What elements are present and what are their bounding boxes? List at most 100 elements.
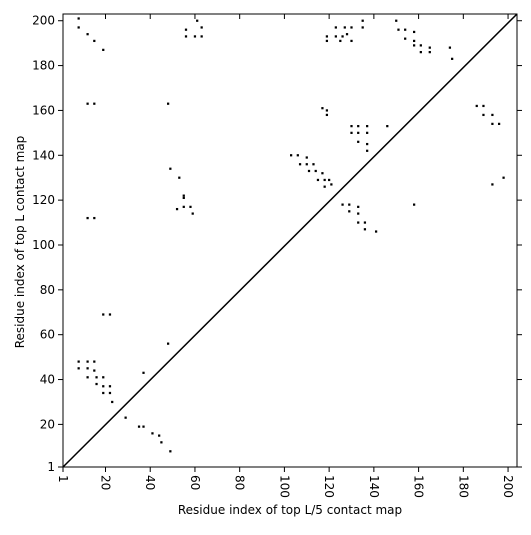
- x-tick-label: 140: [367, 475, 381, 498]
- contact-point: [475, 104, 478, 108]
- contact-point: [305, 156, 308, 159]
- contact-point: [182, 196, 185, 200]
- contact-point: [497, 122, 501, 126]
- y-tick-label: 200: [32, 14, 55, 28]
- contact-point: [357, 212, 360, 215]
- contact-point: [330, 183, 333, 186]
- contact-point: [169, 167, 172, 170]
- contact-point: [334, 26, 337, 29]
- contact-point: [357, 205, 360, 208]
- contact-point: [325, 39, 329, 43]
- contact-point: [142, 425, 145, 428]
- contact-point: [182, 205, 185, 208]
- contact-point: [184, 35, 188, 38]
- contact-point: [102, 385, 105, 388]
- contact-point: [178, 176, 181, 179]
- contact-point: [102, 313, 105, 316]
- contact-point: [345, 33, 349, 36]
- y-tick-label: 100: [32, 238, 55, 252]
- contact-point: [93, 369, 96, 372]
- contact-point: [341, 35, 344, 38]
- x-tick-label: 180: [456, 475, 470, 498]
- contact-point: [86, 216, 89, 220]
- contact-point: [413, 44, 416, 47]
- contact-point: [413, 39, 416, 43]
- x-tick-label: 120: [322, 475, 336, 498]
- contact-point: [196, 19, 199, 22]
- contact-point: [348, 203, 351, 206]
- y-axis-label: Residue index of top L contact map: [13, 136, 27, 349]
- contact-point: [334, 35, 337, 38]
- contact-point: [404, 37, 407, 40]
- contact-point: [108, 391, 112, 395]
- contact-point: [200, 35, 203, 38]
- contact-point: [151, 432, 154, 435]
- contact-point: [363, 228, 367, 231]
- contact-point: [95, 376, 98, 379]
- x-tick-label: 60: [188, 475, 202, 490]
- contact-point: [357, 221, 360, 224]
- contact-point: [77, 17, 80, 20]
- x-tick-label: 1: [56, 475, 70, 483]
- contact-point: [419, 51, 422, 54]
- contact-point: [482, 113, 485, 117]
- contact-point: [357, 131, 360, 134]
- contact-point: [413, 30, 416, 34]
- contact-point: [428, 51, 431, 54]
- contact-point: [86, 33, 89, 36]
- y-tick-label: 60: [40, 328, 55, 342]
- y-tick-label: 40: [40, 373, 55, 387]
- diagonal: [62, 13, 518, 468]
- contact-point: [86, 367, 89, 370]
- contact-point: [325, 109, 329, 112]
- contact-point: [298, 163, 302, 166]
- contact-point: [366, 125, 369, 128]
- contact-point: [93, 102, 96, 105]
- x-axis-label: Residue index of top L/5 contact map: [178, 503, 402, 517]
- contact-point: [397, 28, 400, 31]
- y-tick-label: 80: [40, 283, 55, 297]
- contact-point: [86, 376, 89, 379]
- contact-point: [482, 104, 485, 108]
- contact-point: [366, 149, 369, 152]
- contact-point: [341, 203, 344, 206]
- contact-point: [321, 172, 324, 175]
- contact-point: [95, 382, 98, 386]
- contact-point: [189, 205, 192, 208]
- contact-point: [343, 26, 346, 29]
- contact-point: [312, 163, 315, 166]
- contact-point: [142, 371, 145, 374]
- contact-point: [296, 154, 299, 157]
- contact-point: [93, 39, 96, 43]
- contact-point: [357, 125, 360, 128]
- contact-point: [350, 26, 353, 29]
- contact-point: [93, 216, 96, 220]
- y-tick-label: 120: [32, 193, 55, 207]
- contact-point: [323, 185, 326, 188]
- contact-point: [321, 107, 324, 110]
- contact-point: [307, 169, 311, 173]
- contact-point: [166, 342, 170, 345]
- y-tick-label: 1: [47, 460, 55, 474]
- contact-point: [395, 19, 398, 22]
- contact-point: [124, 416, 127, 419]
- contact-point: [361, 19, 364, 22]
- contact-point: [386, 125, 389, 128]
- x-tick-label: 200: [501, 475, 515, 498]
- x-tick-label: 20: [98, 475, 112, 490]
- contact-point: [419, 44, 422, 47]
- contact-point: [366, 131, 369, 134]
- y-tick-label: 160: [32, 103, 55, 117]
- contact-point: [200, 26, 203, 29]
- contact-point: [86, 102, 89, 105]
- contact-point: [182, 194, 185, 197]
- contact-point: [86, 360, 89, 363]
- contact-point: [111, 400, 114, 404]
- x-tick-label: 100: [277, 475, 291, 498]
- contact-point: [77, 360, 80, 363]
- contact-point: [491, 183, 494, 186]
- contact-point: [491, 122, 494, 126]
- contact-point: [316, 178, 320, 182]
- contact-point: [158, 434, 161, 437]
- contact-point: [169, 450, 172, 453]
